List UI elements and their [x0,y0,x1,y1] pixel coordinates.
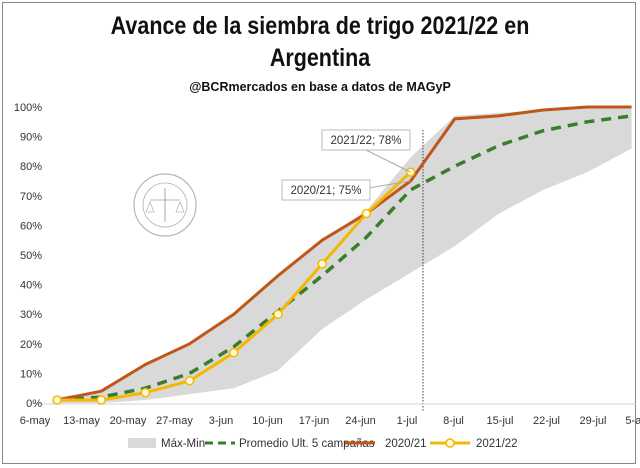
x-tick-label: 8-jul [443,415,464,427]
legend-label: 2021/22 [476,438,518,450]
annotation-label: 2021/22; 78% [331,135,402,147]
data-point [229,347,239,358]
y-tick-label: 20% [20,339,42,351]
y-tick-label: 40% [20,280,42,292]
watermark-seal [133,173,197,237]
y-tick-label: 90% [20,132,42,144]
legend-label: 2020/21 [385,438,427,450]
x-tick-label: 17-jun [299,415,330,427]
data-point [361,208,372,219]
chart-title: Avance de la siembra de trigo 2021/22 en… [45,10,595,74]
data-point [140,387,151,398]
title-line-1: Avance de la siembra de trigo 2021/22 en [110,12,530,40]
series-line-2020-21 [56,105,632,402]
data-point [273,309,283,319]
y-tick-label: 70% [20,191,42,203]
y-tick-label: 30% [20,309,42,321]
annotation-label: 2020/21; 75% [291,185,362,197]
x-tick-label: 29-jul [580,415,607,427]
y-tick-label: 80% [20,161,42,173]
title-line-2: Argentina [269,44,371,72]
annotation-box [281,179,371,201]
x-tick-label: 3-jun [209,415,233,427]
legend-label: Promedio Ult. 5 campañas [239,438,375,450]
legend-swatch-band [128,438,156,448]
y-tick-label: 10% [20,368,42,380]
x-tick-label: 22-jul [533,415,560,427]
y-tick-label: 0% [26,398,42,410]
annotation-box [321,129,411,151]
x-tick-label: 6-may [20,415,51,427]
x-tick-label: 1-jul [397,415,418,427]
series-line-promedio-ult-5-campa-as [56,114,632,402]
x-tick-label: 5-ago [625,415,640,427]
legend-marker [445,438,455,448]
x-tick-label: 15-jul [487,415,514,427]
y-tick-label: 100% [14,102,42,114]
x-tick-label: 10-jun [252,415,283,427]
x-tick-label: 13-may [63,415,100,427]
y-tick-label: 60% [20,220,42,232]
data-point [52,395,62,405]
chart-subtitle: @BCRmercados en base a datos de MAGyP [189,80,451,94]
data-point [184,376,195,386]
y-tick-label: 50% [20,250,42,262]
x-tick-label: 27-may [156,415,193,427]
data-point [317,259,327,269]
chart-frame [2,2,636,464]
annotation-leader [365,149,411,173]
x-tick-label: 24-jun [345,415,376,427]
x-tick-label: 20-may [110,415,147,427]
legend-label: Máx-Min [161,438,205,450]
data-point [96,395,106,405]
